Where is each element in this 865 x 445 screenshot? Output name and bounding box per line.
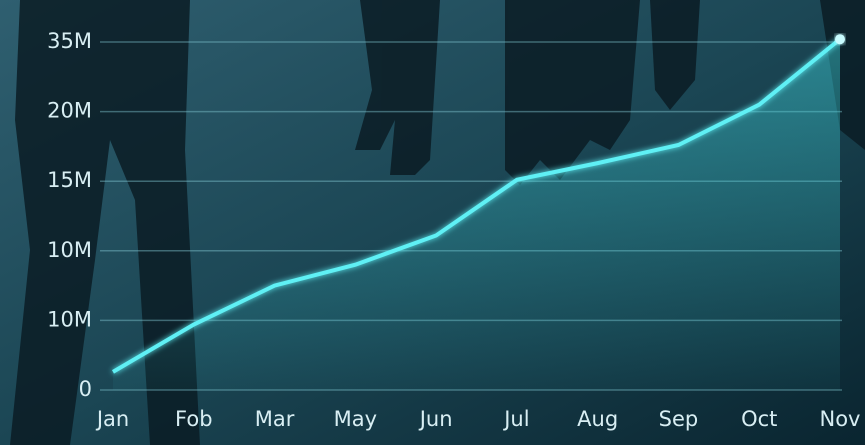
y-tick-label: 10M [47, 307, 92, 331]
x-tick-label: Nov [820, 407, 861, 431]
area-fill [113, 39, 840, 390]
end-point [835, 34, 845, 45]
silhouettes [10, 0, 865, 445]
line [111, 37, 842, 374]
x-tick-label: Jun [418, 407, 453, 431]
x-tick-label: May [334, 407, 377, 431]
x-tick-label: Mar [255, 407, 295, 431]
y-tick-label: 15M [47, 168, 92, 192]
y-tick-label: 0 [79, 377, 92, 401]
x-tick-label: Jul [502, 407, 529, 431]
y-tick-label: 20M [47, 99, 92, 123]
x-tick-label: Sep [659, 407, 699, 431]
x-tick-label: Jan [95, 407, 129, 431]
x-tick-label: Oct [741, 407, 777, 431]
y-tick-label: 35M [47, 29, 92, 53]
x-tick-label: Aug [577, 407, 618, 431]
y-tick-label: 10M [47, 238, 92, 262]
x-tick-label: Fob [175, 407, 213, 431]
